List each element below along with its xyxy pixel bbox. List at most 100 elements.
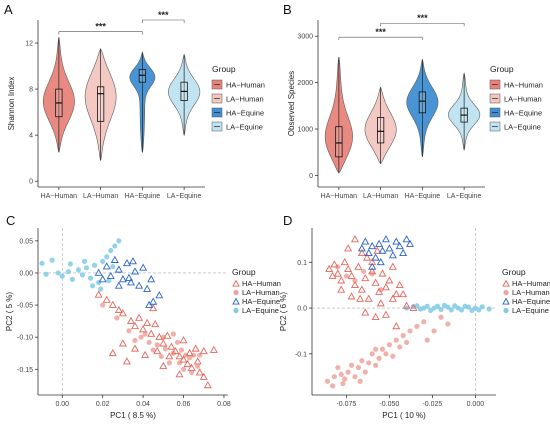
point-haequine bbox=[368, 241, 377, 250]
point-hahuman bbox=[147, 329, 156, 337]
point-haequine bbox=[155, 291, 164, 299]
point-hahuman bbox=[357, 285, 366, 293]
point-hahuman bbox=[371, 312, 380, 321]
point-hahuman bbox=[385, 276, 394, 284]
point-lahuman bbox=[338, 371, 344, 378]
legend-label: LA−Human bbox=[226, 95, 264, 104]
point-hahuman bbox=[357, 248, 366, 256]
point-hahuman bbox=[388, 262, 397, 270]
point-hahuman bbox=[356, 294, 365, 302]
legend-marker bbox=[502, 297, 510, 305]
point-laequine bbox=[39, 260, 45, 266]
y-axis-label: PC2 ( 6 %) bbox=[279, 292, 288, 331]
point-lahuman bbox=[369, 351, 375, 357]
y-tick-label: 8 bbox=[29, 87, 33, 94]
point-hahuman bbox=[368, 257, 377, 266]
significance-label: *** bbox=[375, 27, 386, 37]
y-tick-label: 0.00 bbox=[19, 270, 33, 277]
point-lahuman bbox=[414, 323, 420, 329]
point-haequine bbox=[392, 237, 401, 245]
point-hahuman bbox=[102, 295, 111, 303]
point-laequine bbox=[98, 286, 104, 292]
x-tick-label: 0.02 bbox=[96, 401, 110, 408]
y-tick-label: 0.05 bbox=[19, 238, 33, 245]
point-lahuman bbox=[407, 328, 413, 334]
panel-letter-d: D bbox=[283, 213, 292, 228]
legend-marker bbox=[503, 307, 509, 314]
y-axis-label: PC2 ( 5 %) bbox=[5, 292, 14, 331]
y-tick-label: 1000 bbox=[297, 127, 313, 134]
point-haequine bbox=[102, 262, 111, 270]
point-hahuman bbox=[183, 359, 192, 367]
point-hahuman bbox=[141, 350, 150, 359]
point-hahuman bbox=[376, 299, 385, 307]
legend-label: HA−Equine bbox=[512, 297, 550, 306]
point-lahuman bbox=[330, 383, 336, 389]
point-lahuman bbox=[166, 360, 172, 366]
point-hahuman bbox=[135, 313, 144, 321]
point-laequine bbox=[55, 270, 61, 276]
point-laequine bbox=[441, 302, 448, 308]
point-hahuman bbox=[187, 363, 196, 371]
point-lahuman bbox=[366, 360, 372, 366]
point-laequine bbox=[89, 283, 96, 289]
legend-label: LA−Human bbox=[242, 288, 280, 297]
point-hahuman bbox=[392, 290, 401, 298]
point-haequine bbox=[388, 251, 397, 259]
point-haequine bbox=[114, 265, 123, 273]
point-laequine bbox=[486, 306, 492, 312]
point-haequine bbox=[118, 275, 127, 283]
point-lahuman bbox=[400, 332, 406, 339]
x-tick-label: 0.000 bbox=[467, 401, 485, 408]
point-hahuman bbox=[195, 368, 204, 376]
point-hahuman bbox=[151, 320, 160, 328]
y-tick-label: 0.0 bbox=[297, 306, 307, 313]
point-lahuman bbox=[142, 331, 148, 337]
point-lahuman bbox=[100, 302, 106, 308]
point-lahuman bbox=[383, 351, 389, 357]
y-tick-label: -0.15 bbox=[17, 367, 33, 374]
point-lahuman bbox=[390, 353, 396, 359]
x-axis-label: PC1 ( 10 %) bbox=[382, 411, 426, 420]
point-laequine bbox=[59, 273, 65, 279]
box bbox=[97, 86, 105, 122]
x-tick-label: HA−Human bbox=[321, 193, 357, 200]
point-hahuman bbox=[159, 339, 168, 347]
point-hahuman bbox=[368, 267, 377, 275]
point-lahuman bbox=[174, 339, 181, 345]
point-laequine bbox=[100, 258, 106, 264]
point-haequine bbox=[143, 284, 152, 292]
point-haequine bbox=[131, 267, 140, 275]
x-tick-label: 0.06 bbox=[177, 401, 191, 408]
point-hahuman bbox=[153, 347, 162, 355]
point-laequine bbox=[110, 263, 116, 270]
legend-title: Group bbox=[212, 64, 236, 74]
point-hahuman bbox=[402, 301, 411, 309]
point-lahuman bbox=[355, 364, 362, 371]
point-lahuman bbox=[352, 374, 358, 380]
point-laequine bbox=[79, 272, 86, 278]
point-laequine bbox=[83, 265, 90, 271]
box bbox=[335, 126, 343, 158]
point-laequine bbox=[104, 254, 110, 260]
point-haequine bbox=[376, 257, 385, 266]
point-hahuman bbox=[131, 344, 140, 352]
point-lahuman bbox=[362, 369, 368, 375]
point-laequine bbox=[112, 243, 118, 249]
point-haequine bbox=[371, 253, 380, 261]
legend-title: Group bbox=[232, 267, 256, 277]
point-lahuman bbox=[343, 273, 349, 279]
point-hahuman bbox=[163, 331, 172, 339]
panel-letter-b: B bbox=[283, 2, 292, 17]
y-tick-label: 0 bbox=[29, 179, 33, 186]
point-haequine bbox=[145, 300, 154, 308]
point-hahuman bbox=[395, 280, 404, 289]
x-tick-label: -0.075 bbox=[336, 401, 356, 408]
legend-label: LA−Equine bbox=[512, 306, 549, 315]
point-hahuman bbox=[171, 347, 180, 355]
legend-marker bbox=[233, 289, 239, 296]
point-hahuman bbox=[175, 352, 184, 360]
point-laequine bbox=[43, 271, 49, 277]
y-tick-label: 3000 bbox=[297, 34, 313, 41]
